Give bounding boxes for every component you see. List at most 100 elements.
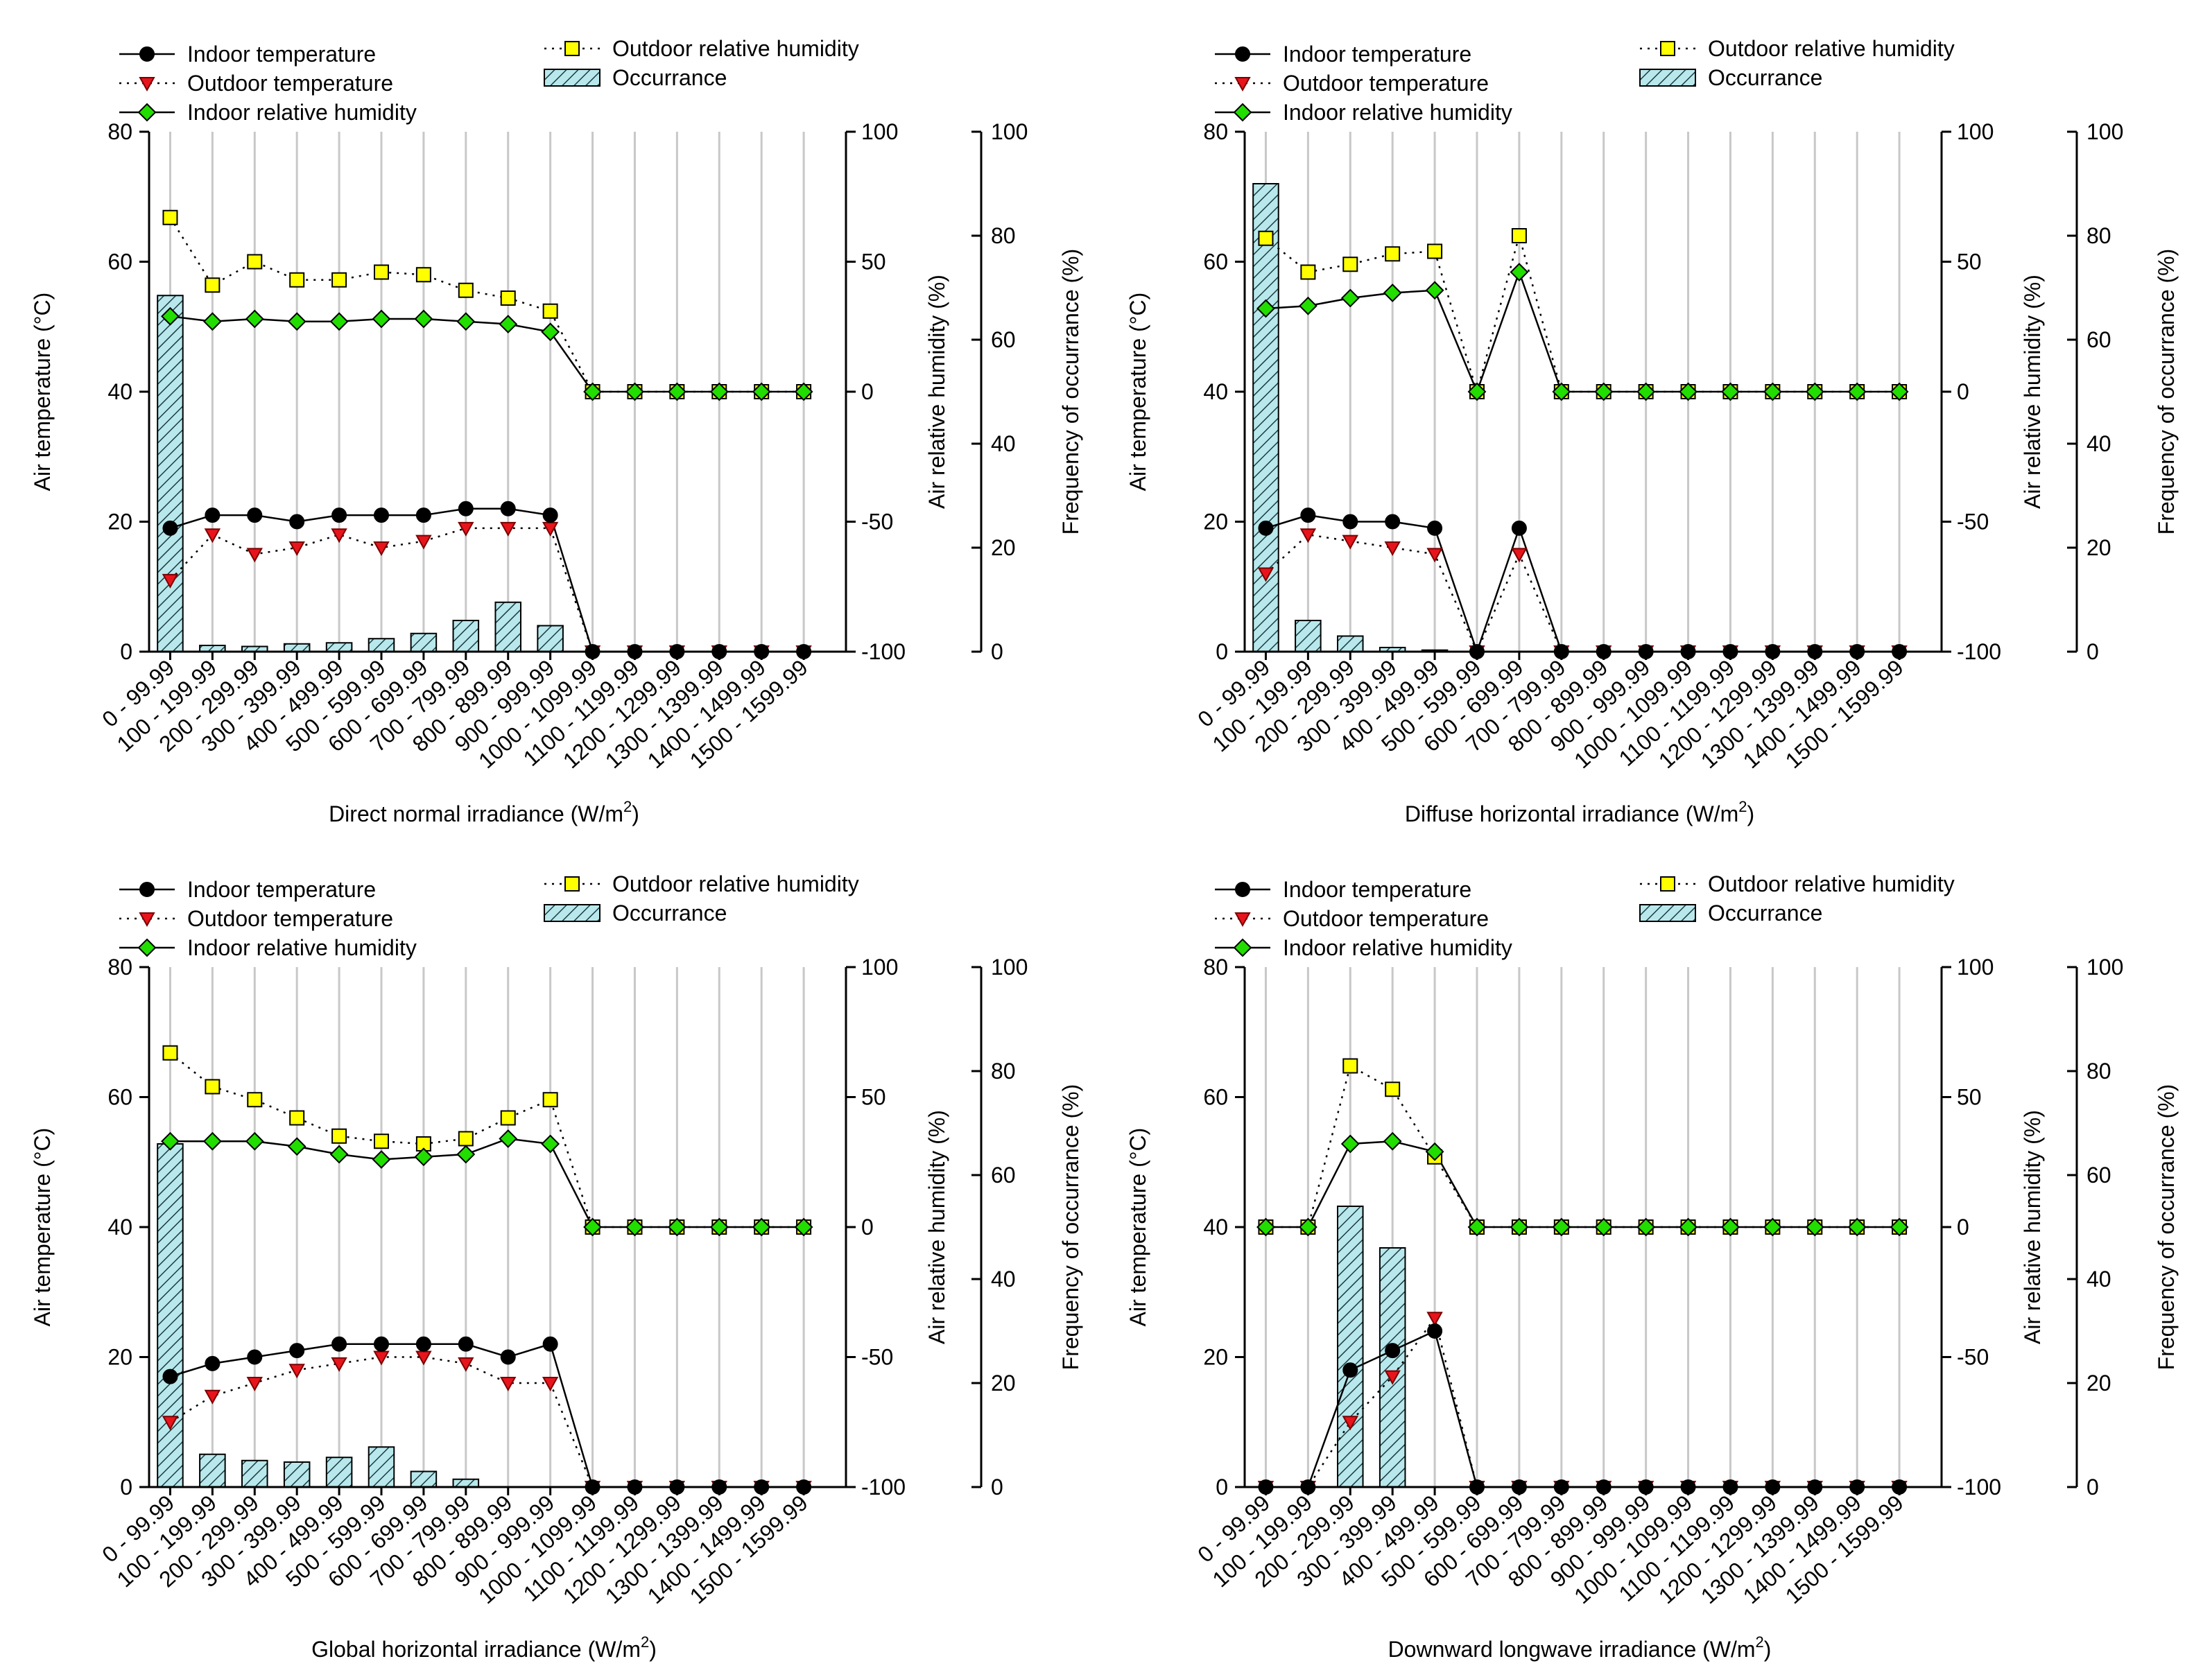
data-point xyxy=(288,1364,305,1379)
data-point xyxy=(1425,1142,1444,1161)
y-tick-label: 80 xyxy=(1203,119,1228,144)
data-point xyxy=(373,541,390,557)
y-tick-label: 40 xyxy=(107,379,132,404)
y-axis-title-temp: Air temperature (°C) xyxy=(1125,1128,1150,1327)
legend-marker xyxy=(137,103,157,122)
legend-marker xyxy=(139,77,155,92)
y-tick-label: 0 xyxy=(2086,639,2099,664)
data-point xyxy=(583,382,602,401)
occurrence-bar xyxy=(1337,1206,1364,1488)
data-point xyxy=(752,1217,771,1237)
data-point xyxy=(162,573,179,589)
x-axis-title: Global horizontal irradiance (W/m2) xyxy=(311,1633,657,1662)
y-tick-label: 0 xyxy=(861,1215,874,1240)
y-tick-label: 40 xyxy=(1203,1215,1228,1240)
series-line xyxy=(1265,1064,1900,1228)
y-tick-label: 0 xyxy=(1216,1475,1228,1500)
data-point xyxy=(1383,284,1402,302)
y-tick-label: 80 xyxy=(2086,1059,2111,1084)
series-line xyxy=(1265,533,1900,654)
data-point xyxy=(1384,1370,1401,1385)
legend-marker xyxy=(1235,882,1250,897)
data-point xyxy=(414,309,433,329)
legend-swatch xyxy=(544,69,600,87)
data-point xyxy=(752,382,771,401)
y-tick-label: 0 xyxy=(2086,1475,2099,1500)
legend-label: Outdoor temperature xyxy=(187,71,393,96)
series-line xyxy=(170,1138,804,1228)
data-point xyxy=(329,1145,349,1164)
data-point xyxy=(541,1134,560,1154)
data-point xyxy=(458,501,474,516)
data-point xyxy=(542,1377,559,1392)
y-tick-label: -100 xyxy=(1957,1475,2001,1500)
data-point xyxy=(245,1131,264,1151)
data-point xyxy=(1511,548,1528,563)
data-point xyxy=(1342,535,1358,550)
occurrence-bar xyxy=(325,642,353,652)
data-point xyxy=(1426,548,1443,563)
series-line xyxy=(170,315,804,393)
occurrence-bar xyxy=(241,1459,268,1488)
data-point xyxy=(458,1131,474,1147)
y-tick-label: 0 xyxy=(991,639,1003,664)
data-point xyxy=(246,1377,263,1392)
y-tick-label: 100 xyxy=(2086,955,2123,980)
occurrence-bar xyxy=(410,632,438,652)
data-point xyxy=(1256,1217,1275,1237)
occurrence-bar xyxy=(199,1453,226,1488)
y-tick-label: 0 xyxy=(1957,1215,1969,1240)
x-axis-title: Diffuse horizontal irradiance (W/m2) xyxy=(1405,798,1754,826)
data-point xyxy=(1340,288,1360,308)
legend-swatch xyxy=(1639,904,1696,922)
data-point xyxy=(500,1349,516,1365)
legend-swatch xyxy=(544,904,600,922)
y-tick-label: 60 xyxy=(1203,250,1228,275)
data-point xyxy=(1511,228,1527,243)
data-point xyxy=(415,507,431,523)
data-point xyxy=(1342,257,1358,272)
x-axis-title: Direct normal irradiance (W/m2) xyxy=(329,798,639,826)
legend-label: Indoor relative humidity xyxy=(1283,100,1512,125)
data-point xyxy=(162,1416,179,1431)
data-point xyxy=(667,1217,686,1237)
data-point xyxy=(415,535,432,550)
data-point xyxy=(204,1389,221,1405)
legend-label: Indoor relative humidity xyxy=(187,100,417,125)
data-point xyxy=(1340,1134,1360,1154)
data-point xyxy=(1385,514,1401,530)
legend-label: Occurrance xyxy=(1708,901,1822,926)
data-point xyxy=(667,382,686,401)
y-axis-title-temp: Air temperature (°C) xyxy=(30,1128,55,1327)
y-tick-label: 100 xyxy=(2086,119,2123,144)
data-point xyxy=(1425,281,1444,300)
y-tick-label: 100 xyxy=(1957,955,1994,980)
data-point xyxy=(162,1368,178,1384)
legend-label: Indoor relative humidity xyxy=(1283,935,1512,960)
legend-label: Indoor temperature xyxy=(1283,42,1471,67)
data-point xyxy=(247,507,263,523)
data-point xyxy=(1511,520,1527,536)
data-point xyxy=(287,1137,306,1156)
data-point xyxy=(1805,1217,1824,1237)
data-point xyxy=(288,541,305,557)
y-tick-label: -100 xyxy=(861,639,906,664)
occurrence-bar xyxy=(494,601,521,652)
occurrence-bar xyxy=(452,1478,480,1488)
series-line xyxy=(169,217,804,393)
data-point xyxy=(1594,1217,1614,1237)
series-line xyxy=(1265,514,1900,654)
y-tick-label: 50 xyxy=(1957,250,1982,275)
data-point xyxy=(289,514,305,530)
occurrence-bar xyxy=(157,1143,184,1488)
legend-label: Outdoor temperature xyxy=(1283,71,1489,96)
occurrence-bar xyxy=(283,1461,311,1488)
data-point xyxy=(374,1133,389,1149)
y-tick-label: 80 xyxy=(107,119,132,144)
data-point xyxy=(205,1355,221,1371)
data-point xyxy=(1258,230,1274,246)
legend-marker xyxy=(1660,41,1675,56)
x-axis-title: Downward longwave irradiance (W/m2) xyxy=(1388,1633,1772,1662)
